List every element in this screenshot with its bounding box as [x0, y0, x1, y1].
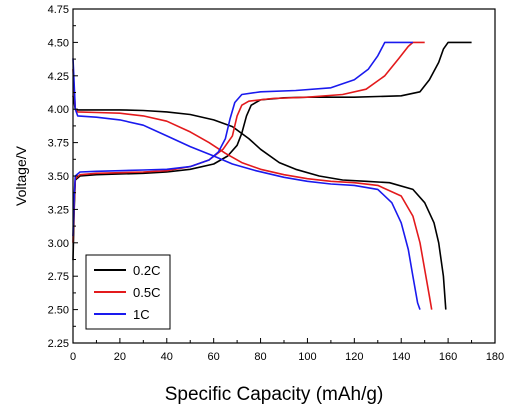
x-tick-label: 140 [392, 351, 410, 363]
y-tick-label: 3.00 [48, 238, 69, 250]
series-3-discharge-line [72, 58, 421, 310]
x-axis-label: Specific Capacity (mAh/g) [165, 384, 384, 405]
y-tick-label: 3.50 [48, 171, 69, 183]
x-tick-label: 180 [486, 351, 504, 363]
y-tick-label: 2.50 [48, 305, 69, 317]
y-tick-label: 4.50 [48, 37, 69, 49]
series-1-charge-line [72, 41, 472, 261]
axis-ticks: 0 20 40 60 80 100 120 140 160 180 2.25 2.50 2.75 3.00… [48, 4, 505, 363]
x-tick-label: 120 [345, 351, 363, 363]
y-axis-label: Voltage/V [13, 145, 29, 206]
series-1-discharge-line [72, 95, 447, 310]
x-tick-label: 160 [439, 351, 457, 363]
series-3-charge-line [72, 41, 413, 237]
series-2-charge-line [72, 41, 425, 243]
y-tick-label: 4.25 [48, 71, 69, 83]
x-tick-label: 80 [254, 351, 266, 363]
series-curves [72, 41, 472, 310]
x-tick-label: 40 [161, 351, 173, 363]
y-tick-label: 2.75 [48, 271, 69, 283]
y-tick-label: 3.25 [48, 204, 69, 216]
legend-label: 1C [133, 307, 150, 322]
x-tick-label: 20 [114, 351, 126, 363]
y-tick-label: 4.00 [48, 104, 69, 116]
y-tick-label: 2.25 [48, 338, 69, 350]
x-tick-label: 100 [298, 351, 316, 363]
legend: 0.2C 0.5C 1C [85, 254, 171, 330]
x-tick-label: 60 [208, 351, 220, 363]
x-tick-label: 0 [70, 351, 76, 363]
y-tick-label: 4.75 [48, 4, 69, 16]
legend-label: 0.2C [133, 263, 160, 278]
series-2-discharge-line [72, 69, 433, 310]
legend-label: 0.5C [133, 285, 160, 300]
y-tick-label: 3.75 [48, 138, 69, 150]
